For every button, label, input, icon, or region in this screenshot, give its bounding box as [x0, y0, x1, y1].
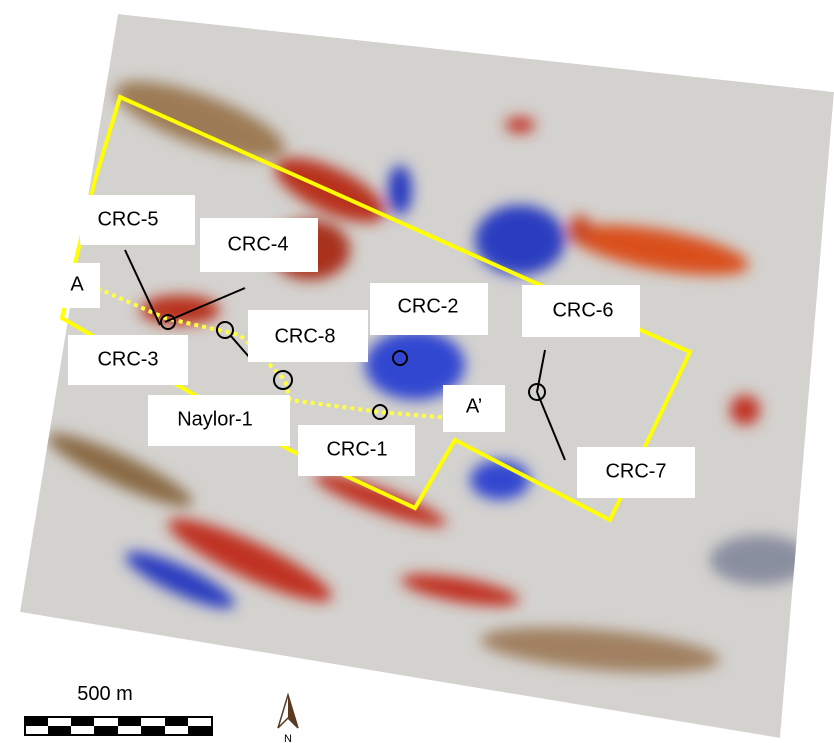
map: CRC-5 CRC-4 A CRC-3 CRC-8 CRC-2 CRC-6 Na… — [0, 0, 834, 743]
svg-text:CRC-3: CRC-3 — [97, 348, 158, 370]
well-label: CRC-5 — [80, 195, 195, 245]
scale-label: 500 m — [77, 683, 133, 705]
svg-text:A: A — [70, 273, 84, 295]
well-label: CRC-1 — [298, 425, 415, 476]
section-end-label: A — [55, 263, 100, 308]
north-arrow: N — [278, 695, 298, 743]
well-label: CRC-2 — [370, 283, 488, 335]
svg-text:CRC-8: CRC-8 — [274, 325, 335, 347]
svg-text:CRC-4: CRC-4 — [227, 233, 288, 255]
well-label: CRC-7 — [577, 447, 695, 498]
svg-text:CRC-6: CRC-6 — [552, 299, 613, 321]
well-label: CRC-8 — [248, 310, 368, 362]
svg-text:CRC-2: CRC-2 — [397, 295, 458, 317]
svg-text:CRC-5: CRC-5 — [97, 208, 158, 230]
north-label: N — [284, 733, 292, 743]
svg-text:CRC-7: CRC-7 — [605, 460, 666, 482]
well-label: Naylor-1 — [148, 395, 290, 446]
scale-bar: 500 m — [25, 683, 212, 735]
svg-text:Naylor-1: Naylor-1 — [177, 408, 253, 430]
well-label: CRC-6 — [522, 285, 640, 337]
svg-text:A’: A’ — [466, 395, 482, 417]
well-label: CRC-4 — [200, 218, 318, 272]
section-end-label: A’ — [443, 385, 505, 432]
well-label: CRC-3 — [68, 335, 188, 385]
svg-text:CRC-1: CRC-1 — [326, 438, 387, 460]
